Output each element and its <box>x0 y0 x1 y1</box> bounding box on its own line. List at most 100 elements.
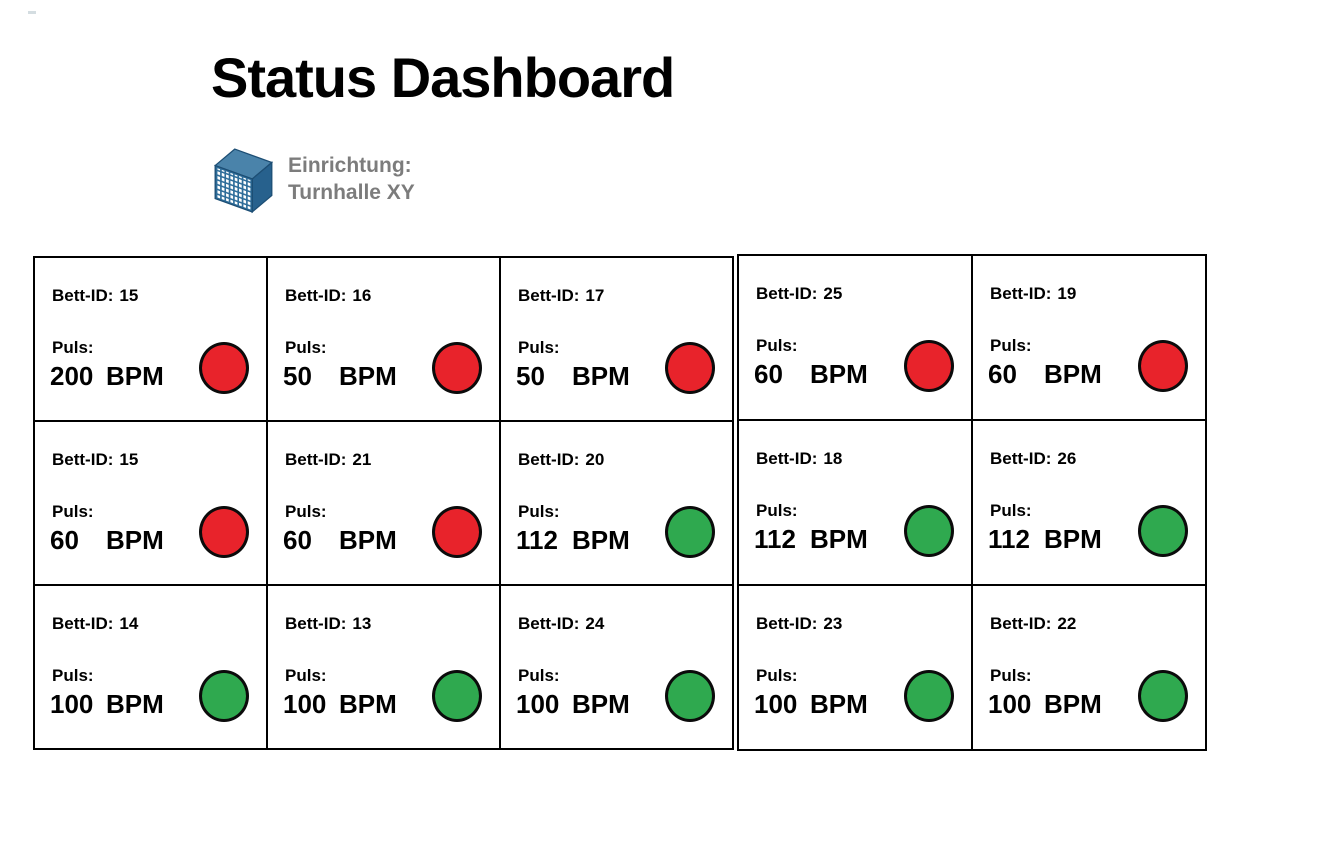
patient-card: Bett-ID: 25 Puls: 60 BPM <box>739 256 971 419</box>
patient-card-cell: Bett-ID: 13 Puls: 100 BPM <box>266 584 501 750</box>
bed-id-line: Bett-ID: 14 <box>52 614 138 634</box>
pulse-unit: BPM <box>106 525 164 555</box>
pulse-value: 112 <box>516 525 558 555</box>
bed-id-value: 15 <box>119 450 139 469</box>
bed-id-label: Bett-ID: <box>756 284 818 303</box>
patient-card: Bett-ID: 17 Puls: 50 BPM <box>501 258 732 420</box>
bed-id-line: Bett-ID: 17 <box>518 286 604 306</box>
status-indicator <box>665 506 715 558</box>
status-indicator <box>1138 670 1188 722</box>
pulse-label: Puls: <box>756 666 798 685</box>
bed-id-value: 16 <box>352 286 372 305</box>
pulse-label: Puls: <box>285 666 327 685</box>
status-indicator <box>432 342 482 394</box>
pulse-label: Puls: <box>990 336 1032 355</box>
patient-card-cell: Bett-ID: 15 Puls: 200 BPM <box>33 256 268 422</box>
pulse-value-line: 100 BPM <box>50 689 164 720</box>
pulse-unit: BPM <box>810 359 868 389</box>
grid-row-3: Bett-ID: 14 Puls: 100 BPM Bett-ID: 13 Puls:… <box>33 584 734 750</box>
patient-card-cell: Bett-ID: 22 Puls: 100 BPM <box>971 584 1207 751</box>
patient-card: Bett-ID: 21 Puls: 60 BPM <box>268 422 499 584</box>
pulse-label: Puls: <box>518 502 560 521</box>
status-indicator <box>665 342 715 394</box>
grid-row-1: Bett-ID: 15 Puls: 200 BPM Bett-ID: 16 Puls:… <box>33 256 734 422</box>
bed-id-line: Bett-ID: 19 <box>990 284 1076 304</box>
patient-card: Bett-ID: 19 Puls: 60 BPM <box>973 256 1205 419</box>
grid-row-2: Bett-ID: 15 Puls: 60 BPM Bett-ID: 21 Puls: … <box>33 420 734 586</box>
status-indicator <box>1138 505 1188 557</box>
pulse-value-line: 100 BPM <box>754 689 868 720</box>
patient-card: Bett-ID: 20 Puls: 112 BPM <box>501 422 732 584</box>
patient-card-cell: Bett-ID: 23 Puls: 100 BPM <box>737 584 973 751</box>
bed-id-label: Bett-ID: <box>990 614 1052 633</box>
patient-card: Bett-ID: 24 Puls: 100 BPM <box>501 586 732 748</box>
patient-card: Bett-ID: 13 Puls: 100 BPM <box>268 586 499 748</box>
pulse-value-line: 100 BPM <box>988 689 1102 720</box>
pulse-value-line: 50 BPM <box>516 361 630 392</box>
pulse-label: Puls: <box>285 338 327 357</box>
bed-id-line: Bett-ID: 15 <box>52 286 138 306</box>
pulse-unit: BPM <box>339 689 397 719</box>
patient-card-cell: Bett-ID: 26 Puls: 112 BPM <box>971 419 1207 586</box>
bed-id-value: 26 <box>1057 449 1077 468</box>
patient-card-cell: Bett-ID: 16 Puls: 50 BPM <box>266 256 501 422</box>
pulse-value: 112 <box>754 524 796 554</box>
bed-id-value: 20 <box>585 450 605 469</box>
bed-id-label: Bett-ID: <box>518 614 580 633</box>
pulse-value-line: 60 BPM <box>754 359 868 390</box>
bed-id-line: Bett-ID: 24 <box>518 614 604 634</box>
pulse-unit: BPM <box>339 361 397 391</box>
bed-id-label: Bett-ID: <box>756 449 818 468</box>
pulse-unit: BPM <box>106 361 164 391</box>
pulse-value: 100 <box>754 689 798 719</box>
bed-id-label: Bett-ID: <box>52 614 114 633</box>
bed-id-label: Bett-ID: <box>52 450 114 469</box>
pulse-value-line: 100 BPM <box>283 689 397 720</box>
pulse-value: 50 <box>283 361 312 391</box>
pulse-label: Puls: <box>518 666 560 685</box>
pulse-value: 100 <box>516 689 560 719</box>
bed-id-line: Bett-ID: 23 <box>756 614 842 634</box>
bed-id-line: Bett-ID: 21 <box>285 450 371 470</box>
pulse-unit: BPM <box>339 525 397 555</box>
status-indicator <box>1138 340 1188 392</box>
patient-card: Bett-ID: 23 Puls: 100 BPM <box>739 586 971 749</box>
pulse-value-line: 112 BPM <box>754 524 868 555</box>
bed-id-label: Bett-ID: <box>990 449 1052 468</box>
bed-id-value: 17 <box>585 286 605 305</box>
bed-id-line: Bett-ID: 13 <box>285 614 371 634</box>
pulse-label: Puls: <box>990 501 1032 520</box>
patient-card-cell: Bett-ID: 17 Puls: 50 BPM <box>499 256 734 422</box>
bed-id-line: Bett-ID: 22 <box>990 614 1076 634</box>
patient-card-cell: Bett-ID: 15 Puls: 60 BPM <box>33 420 268 586</box>
pulse-value-line: 112 BPM <box>988 524 1102 555</box>
status-indicator <box>199 342 249 394</box>
bed-id-label: Bett-ID: <box>52 286 114 305</box>
grid-row-3: Bett-ID: 23 Puls: 100 BPM Bett-ID: 22 Puls:… <box>737 584 1207 751</box>
pulse-unit: BPM <box>572 525 630 555</box>
pulse-value-line: 60 BPM <box>283 525 397 556</box>
bed-id-label: Bett-ID: <box>518 286 580 305</box>
patient-card-cell: Bett-ID: 14 Puls: 100 BPM <box>33 584 268 750</box>
patient-card-cell: Bett-ID: 24 Puls: 100 BPM <box>499 584 734 750</box>
pulse-value: 112 <box>988 524 1030 554</box>
bed-id-line: Bett-ID: 26 <box>990 449 1076 469</box>
pulse-value-line: 100 BPM <box>516 689 630 720</box>
status-indicator <box>904 340 954 392</box>
facility-info: Einrichtung: Turnhalle XY <box>213 146 415 214</box>
pulse-value-line: 50 BPM <box>283 361 397 392</box>
patient-card: Bett-ID: 16 Puls: 50 BPM <box>268 258 499 420</box>
status-indicator <box>432 670 482 722</box>
bed-grid-left-block: Bett-ID: 15 Puls: 200 BPM Bett-ID: 16 Puls:… <box>33 256 734 750</box>
facility-text: Einrichtung: Turnhalle XY <box>288 146 415 206</box>
bed-id-line: Bett-ID: 20 <box>518 450 604 470</box>
pulse-unit: BPM <box>810 524 868 554</box>
facility-label: Einrichtung: <box>288 154 412 177</box>
bed-id-value: 15 <box>119 286 139 305</box>
patient-card: Bett-ID: 18 Puls: 112 BPM <box>739 421 971 584</box>
bed-id-label: Bett-ID: <box>756 614 818 633</box>
pulse-value: 200 <box>50 361 94 391</box>
status-indicator <box>665 670 715 722</box>
pulse-label: Puls: <box>756 336 798 355</box>
bed-id-label: Bett-ID: <box>518 450 580 469</box>
